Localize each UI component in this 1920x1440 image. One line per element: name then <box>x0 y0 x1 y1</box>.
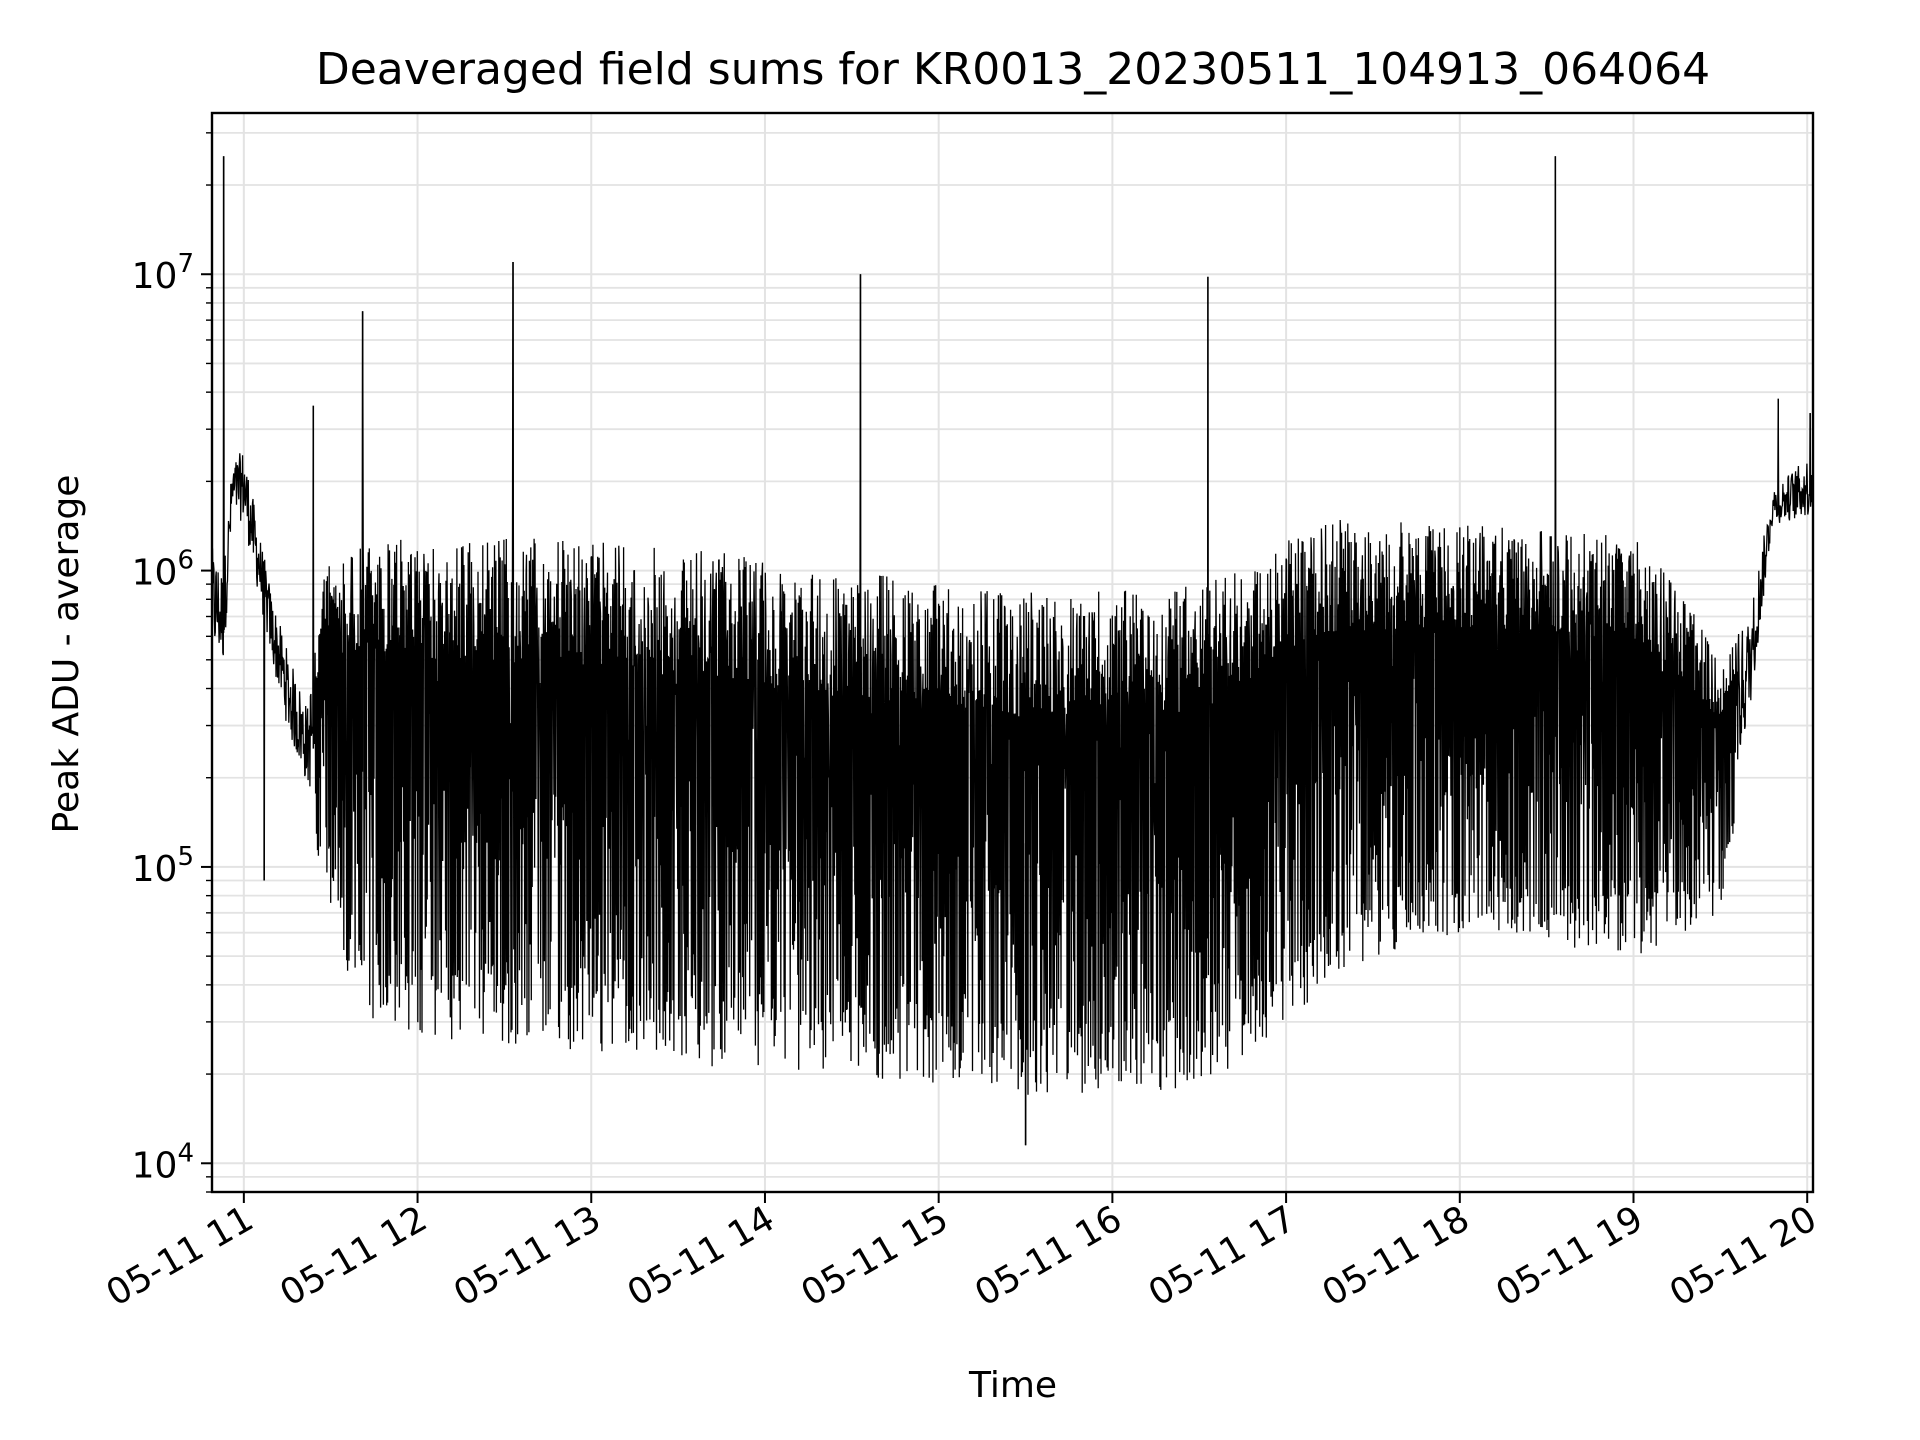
chart-title: Deaveraged field sums for KR0013_2023051… <box>316 44 1710 95</box>
y-tick-label-exponent: 5 <box>177 842 194 872</box>
y-tick-label-exponent: 6 <box>177 546 194 576</box>
y-tick-label-base: 10 <box>132 553 178 594</box>
y-tick-label-exponent: 7 <box>177 249 194 279</box>
y-tick-label: 106 <box>132 546 194 594</box>
plot-area-frame <box>210 111 1815 1194</box>
y-tick-label-base: 10 <box>132 256 178 297</box>
x-axis-label: Time <box>968 1365 1057 1406</box>
y-tick-label-base: 10 <box>132 1145 178 1186</box>
y-tick-label: 104 <box>132 1138 194 1186</box>
y-tick-label-base: 10 <box>132 849 178 890</box>
y-tick-label-exponent: 4 <box>177 1138 194 1168</box>
y-axis-label: Peak ADU - average <box>46 475 87 834</box>
y-tick-label: 105 <box>132 842 194 890</box>
data-series <box>211 156 1814 1146</box>
y-tick-label: 107 <box>132 249 194 297</box>
series-line <box>211 156 1814 1146</box>
